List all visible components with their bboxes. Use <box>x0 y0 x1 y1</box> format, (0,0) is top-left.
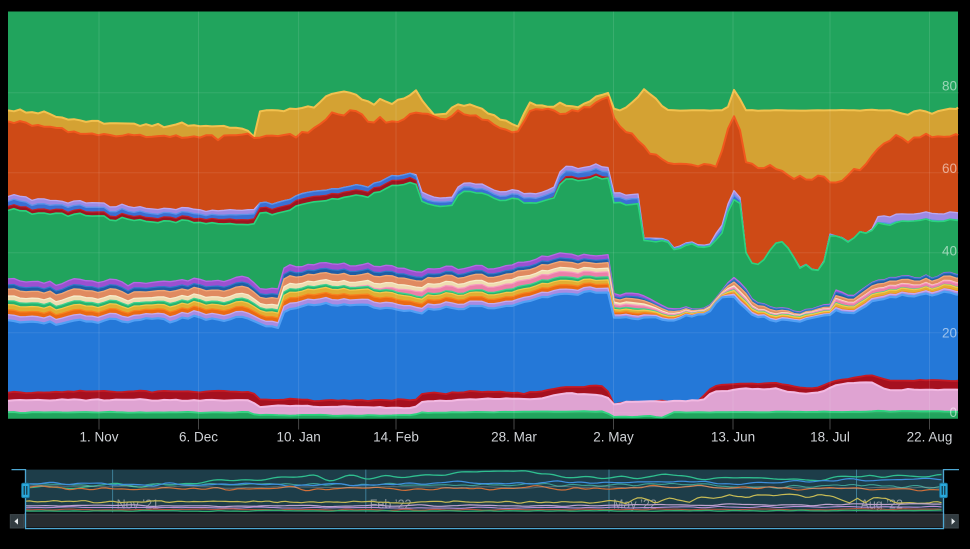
svg-text:80: 80 <box>942 79 957 94</box>
svg-text:6. Dec: 6. Dec <box>179 430 218 445</box>
svg-text:13. Jun: 13. Jun <box>711 430 755 445</box>
svg-text:18. Jul: 18. Jul <box>810 430 850 445</box>
svg-text:20: 20 <box>942 326 957 341</box>
svg-text:14. Feb: 14. Feb <box>373 430 419 445</box>
svg-text:28. Mar: 28. Mar <box>491 430 537 445</box>
svg-text:10. Jan: 10. Jan <box>276 430 320 445</box>
svg-text:2. May: 2. May <box>593 430 634 445</box>
svg-text:1. Nov: 1. Nov <box>79 430 118 445</box>
svg-text:40: 40 <box>942 244 957 259</box>
svg-text:22. Aug: 22. Aug <box>907 430 953 445</box>
svg-text:60: 60 <box>942 161 957 176</box>
svg-text:0: 0 <box>949 405 957 420</box>
